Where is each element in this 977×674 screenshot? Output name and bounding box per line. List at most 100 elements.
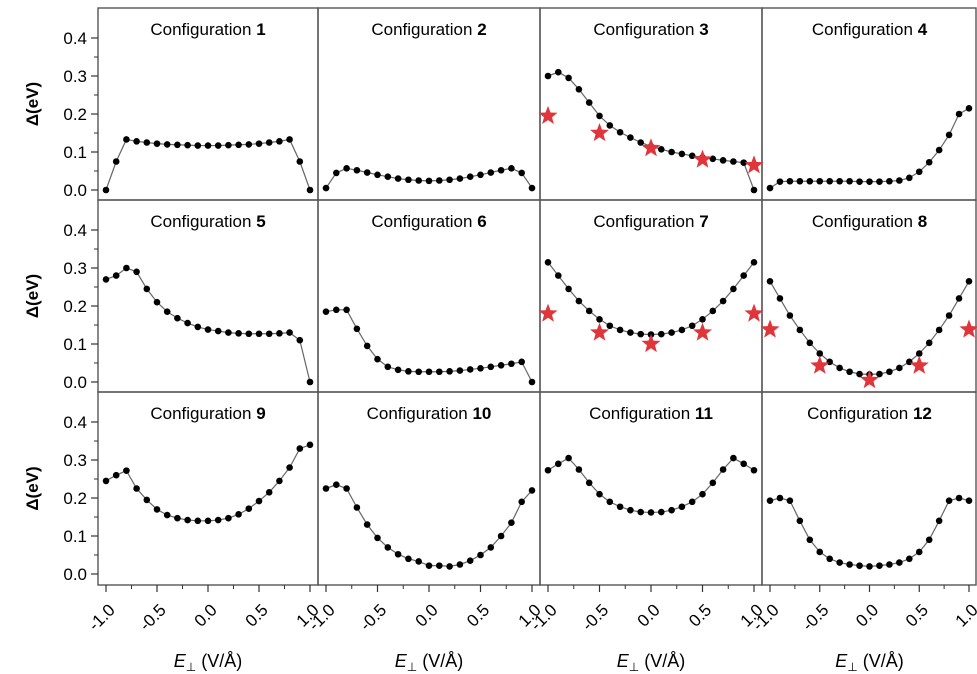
y-tick-label: 0.1 — [63, 527, 87, 546]
data-point — [333, 306, 340, 314]
data-point — [123, 467, 130, 474]
data-point — [446, 563, 453, 570]
data-point — [699, 316, 706, 323]
data-point — [415, 558, 423, 565]
panel-title-number: 2 — [477, 20, 486, 39]
y-tick-label: 0.4 — [63, 221, 87, 240]
data-point — [846, 177, 853, 185]
data-point — [276, 477, 283, 485]
data-point — [935, 517, 943, 525]
data-point — [866, 563, 873, 570]
data-point — [102, 276, 110, 283]
reference-star — [810, 355, 830, 374]
data-point — [255, 140, 263, 147]
data-point — [668, 329, 675, 336]
data-point — [906, 358, 913, 366]
data-point — [886, 177, 893, 185]
data-point — [306, 186, 314, 194]
x-tick-label: 0.5 — [685, 600, 715, 630]
data-point — [616, 128, 624, 136]
data-point — [436, 368, 443, 376]
data-point — [374, 355, 381, 363]
data-point — [518, 358, 525, 366]
data-point — [353, 325, 361, 333]
data-point — [740, 159, 747, 166]
x-tick-label: -0.5 — [798, 600, 832, 634]
data-point — [965, 278, 973, 285]
data-point — [235, 330, 242, 337]
data-point — [296, 445, 304, 452]
panel-title: Configuration 1 — [150, 20, 265, 39]
data-point — [836, 559, 843, 566]
data-point — [102, 477, 110, 485]
panel-configuration-2: Configuration 2 — [322, 20, 536, 192]
reference-star — [909, 355, 929, 374]
data-point — [555, 460, 562, 468]
data-point — [668, 506, 675, 514]
panel-configuration-8: Configuration 8 — [760, 212, 977, 389]
x-tick-label: 0.0 — [852, 600, 882, 630]
data-point — [384, 544, 392, 551]
panel-configuration-10: Configuration 10 — [322, 404, 536, 570]
data-point — [245, 330, 253, 338]
panel-title-prefix: Configuration — [150, 20, 256, 39]
x-axis-label: E⊥ (V/Å) — [395, 651, 463, 674]
data-point — [596, 316, 603, 323]
panel-title-number: 6 — [477, 212, 486, 231]
x-axis-label: E⊥ (V/Å) — [835, 651, 903, 674]
data-point — [935, 326, 943, 334]
x-axis-label-symbol: E — [835, 651, 848, 671]
y-tick-label: 0.2 — [63, 489, 87, 508]
y-tick-label: 0.2 — [63, 297, 87, 316]
data-point — [688, 498, 696, 506]
data-point — [730, 158, 737, 165]
data-point — [719, 157, 727, 164]
x-axis-label: E⊥ (V/Å) — [617, 651, 685, 674]
panel-title-number: 12 — [913, 404, 932, 423]
data-point — [585, 99, 593, 106]
data-point — [446, 368, 453, 375]
data-point — [245, 505, 253, 512]
data-point — [750, 186, 758, 194]
data-point — [133, 138, 140, 145]
x-tick-label: -1.0 — [85, 600, 119, 634]
data-point — [518, 498, 525, 506]
data-point — [487, 363, 495, 371]
data-point — [265, 489, 273, 496]
data-point — [265, 139, 273, 146]
data-point — [353, 504, 361, 511]
data-point — [214, 142, 222, 149]
data-point — [935, 146, 943, 154]
data-point — [945, 497, 953, 504]
data-point — [296, 336, 304, 344]
data-point — [123, 136, 130, 143]
data-point — [174, 314, 181, 322]
data-point — [306, 441, 314, 449]
x-axis-label-unit: (V/Å) — [858, 651, 904, 671]
data-point — [528, 184, 536, 192]
panel-title-prefix: Configuration — [812, 20, 918, 39]
data-point — [163, 141, 171, 148]
series-line — [325, 484, 533, 568]
data-point — [544, 466, 552, 474]
x-axis-label-subscript: ⊥ — [186, 660, 196, 674]
data-point — [627, 329, 634, 336]
data-point — [896, 559, 903, 566]
panel-title-number: 7 — [699, 212, 708, 231]
panel-title-prefix: Configuration — [812, 212, 918, 231]
series-line — [769, 497, 970, 568]
data-point — [214, 516, 222, 524]
data-point — [343, 485, 350, 492]
data-point — [826, 177, 833, 185]
panel-title-number: 8 — [918, 212, 927, 231]
data-point — [163, 308, 171, 316]
data-point — [945, 312, 953, 319]
panel-configuration-5: Configuration 5 — [102, 212, 314, 386]
data-point — [750, 466, 758, 474]
panel-title: Configuration 6 — [371, 212, 486, 231]
x-axis-label-symbol: E — [395, 651, 408, 671]
data-point — [204, 517, 212, 525]
data-point — [394, 175, 402, 182]
data-point — [214, 327, 222, 335]
